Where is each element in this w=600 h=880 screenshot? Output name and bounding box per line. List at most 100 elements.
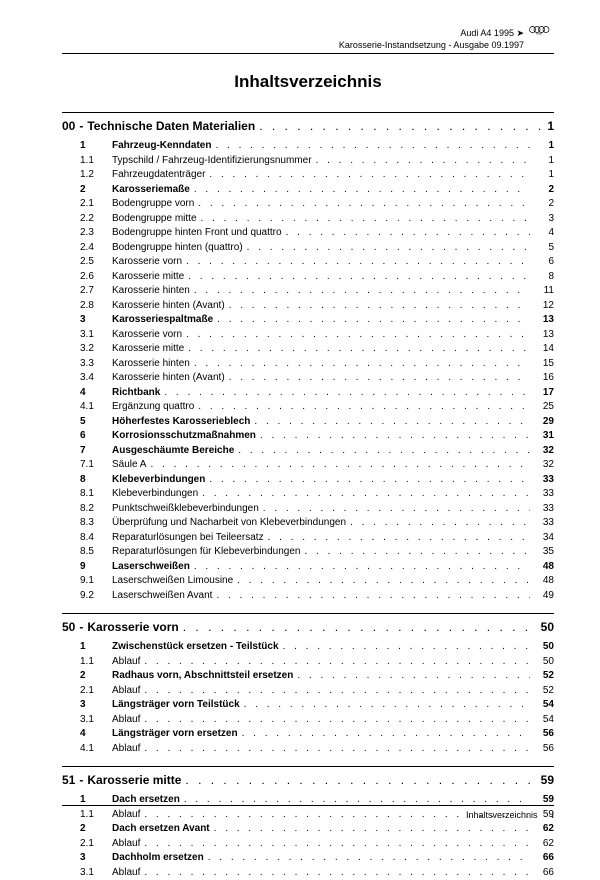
toc-row-label: Radhaus vorn, Abschnittsteil ersetzen [112, 669, 293, 684]
toc-row: 2.6Karosserie mitte. . . . . . . . . . .… [62, 270, 554, 285]
toc-row-page: 54 [536, 698, 554, 713]
leader-dots: . . . . . . . . . . . . . . . . . . . . … [188, 342, 530, 357]
toc-row-page: 2 [536, 183, 554, 198]
toc-row: 2.5Karosserie vorn. . . . . . . . . . . … [62, 255, 554, 270]
toc-row-page: 66 [536, 851, 554, 866]
toc-row-page: 48 [536, 560, 554, 575]
toc-row: 2Karosseriemaße. . . . . . . . . . . . .… [62, 183, 554, 198]
leader-dots: . . . . . . . . . . . . . . . . . . . . … [297, 669, 530, 684]
toc-row: 2.3Bodengruppe hinten Front und quattro.… [62, 226, 554, 241]
page-footer: Inhaltsverzeichnis i [62, 805, 554, 820]
leader-dots: . . . . . . . . . . . . . . . . . . . . … [247, 241, 530, 256]
section-label: Karosserie mitte [87, 773, 181, 787]
section-head: 00-Technische Daten Materialien. . . . .… [62, 112, 554, 133]
toc-row: 6Korrosionsschutzmaßnahmen. . . . . . . … [62, 429, 554, 444]
toc-row-label: Laserschweißen Limousine [112, 574, 233, 589]
toc-row-number: 3 [80, 851, 112, 866]
leader-dots: . . . . . . . . . . . . . . . . . . . . … [214, 822, 530, 837]
section-label: Karosserie vorn [87, 620, 178, 634]
toc-row: 3.4Karosserie hinten (Avant). . . . . . … [62, 371, 554, 386]
toc-row-number: 2.2 [80, 212, 112, 227]
leader-dots: . . . . . . . . . . . . . . . . . . . . … [260, 429, 530, 444]
leader-dots: . . . . . . . . . . . . . . . . . . . . … [216, 589, 530, 604]
toc-row-label: Karosserie mitte [112, 342, 184, 357]
leader-dots: . . . . . . . . . . . . . . . . . . . . … [201, 212, 530, 227]
toc-row-number: 1.1 [80, 154, 112, 169]
toc-row-number: 2.1 [80, 837, 112, 852]
leader-dots: . . . . . . . . . . . . . . . . . . . . … [144, 655, 530, 670]
leader-dots: . . . . . . . . . . . . . . . . . . . . … [186, 328, 530, 343]
toc-row-number: 2 [80, 183, 112, 198]
leader-dots: . . . . . . . . . . . . . . . . . . . . … [198, 197, 530, 212]
toc-row-number: 6 [80, 429, 112, 444]
toc-row-label: Richtbank [112, 386, 160, 401]
leader-dots: . . . . . . . . . . . . . . . . . . . . … [209, 473, 530, 488]
toc-row-number: 3.1 [80, 328, 112, 343]
toc-row: 1.1Ablauf. . . . . . . . . . . . . . . .… [62, 655, 554, 670]
toc-row-page: 3 [536, 212, 554, 227]
toc-row-page: 29 [536, 415, 554, 430]
toc-row-page: 34 [536, 531, 554, 546]
toc-row: 4.1Ablauf. . . . . . . . . . . . . . . .… [62, 742, 554, 757]
toc-row: 7Ausgeschäumte Bereiche. . . . . . . . .… [62, 444, 554, 459]
leader-dots: . . . . . . . . . . . . . . . . . . . . … [304, 545, 530, 560]
toc-row-page: 33 [536, 487, 554, 502]
toc-row-number: 9.2 [80, 589, 112, 604]
toc-row: 4.1Ergänzung quattro. . . . . . . . . . … [62, 400, 554, 415]
toc-row-number: 2.5 [80, 255, 112, 270]
toc-row-label: Längsträger vorn Teilstück [112, 698, 240, 713]
toc-row-page: 56 [536, 742, 554, 757]
toc-row: 2.7Karosserie hinten. . . . . . . . . . … [62, 284, 554, 299]
toc-row-number: 1.1 [80, 655, 112, 670]
toc-row-page: 32 [536, 444, 554, 459]
section-page: 1 [547, 119, 554, 133]
toc-row-number: 1 [80, 139, 112, 154]
section-number: 00 [62, 119, 75, 133]
toc-row-number: 1 [80, 640, 112, 655]
toc-row: 9.1Laserschweißen Limousine. . . . . . .… [62, 574, 554, 589]
toc-row-label: Reparaturlösungen bei Teileersatz [112, 531, 264, 546]
page-title: Inhaltsverzeichnis [62, 72, 554, 92]
toc-row-label: Ablauf [112, 684, 140, 699]
toc-row: 3.1Karosserie vorn. . . . . . . . . . . … [62, 328, 554, 343]
toc-row-page: 17 [536, 386, 554, 401]
leader-dots: . . . . . . . . . . . . . . . . . . . . … [188, 270, 530, 285]
page-header: Audi Audi A4 1995 ➤ Karosserie-Instandse… [62, 28, 554, 51]
leader-dots: . . . . . . . . . . . . . . . . . . . . … [186, 255, 530, 270]
toc-row-page: 35 [536, 545, 554, 560]
toc-row-page: 13 [536, 313, 554, 328]
leader-dots: . . . . . . . . . . . . . . . . . . . . … [283, 640, 530, 655]
toc-row-number: 9 [80, 560, 112, 575]
leader-dots: . . . . . . . . . . . . . . . . . . . . … [217, 313, 530, 328]
section-head: 50-Karosserie vorn. . . . . . . . . . . … [62, 613, 554, 634]
toc-row-page: 8 [536, 270, 554, 285]
leader-dots: . . . . . . . . . . . . . . . . . . . . … [144, 684, 530, 699]
toc-row-page: 2 [536, 197, 554, 212]
toc-row-page: 1 [536, 139, 554, 154]
toc-row-page: 16 [536, 371, 554, 386]
toc-row-label: Karosseriespaltmaße [112, 313, 213, 328]
toc-row: 1.2Fahrzeugdatenträger. . . . . . . . . … [62, 168, 554, 183]
toc-row-number: 3 [80, 313, 112, 328]
toc-row: 2.1Ablauf. . . . . . . . . . . . . . . .… [62, 684, 554, 699]
section-dash: - [79, 620, 83, 634]
toc-row-page: 56 [536, 727, 554, 742]
toc-row-page: 1 [536, 154, 554, 169]
leader-dots: . . . . . . . . . . . . . . . . . . . . … [144, 837, 530, 852]
leader-dots: . . . . . . . . . . . . . . . . . . . . … [185, 773, 534, 787]
toc-row-page: 31 [536, 429, 554, 444]
toc-row: 5Höherfestes Karosserieblech. . . . . . … [62, 415, 554, 430]
leader-dots: . . . . . . . . . . . . . . . . . . . . … [150, 458, 530, 473]
toc-row: 3.1Ablauf. . . . . . . . . . . . . . . .… [62, 713, 554, 728]
toc-row-page: 50 [536, 655, 554, 670]
toc-row-number: 4 [80, 386, 112, 401]
toc-row-page: 32 [536, 458, 554, 473]
toc-row-label: Ablauf [112, 866, 140, 880]
toc-row: 4Längsträger vorn ersetzen. . . . . . . … [62, 727, 554, 742]
toc-row-label: Ablauf [112, 742, 140, 757]
toc-row-number: 2.7 [80, 284, 112, 299]
leader-dots: . . . . . . . . . . . . . . . . . . . . … [198, 400, 530, 415]
toc-container: 00-Technische Daten Materialien. . . . .… [62, 112, 554, 880]
toc-row-number: 8 [80, 473, 112, 488]
toc-row: 3Dachholm ersetzen. . . . . . . . . . . … [62, 851, 554, 866]
